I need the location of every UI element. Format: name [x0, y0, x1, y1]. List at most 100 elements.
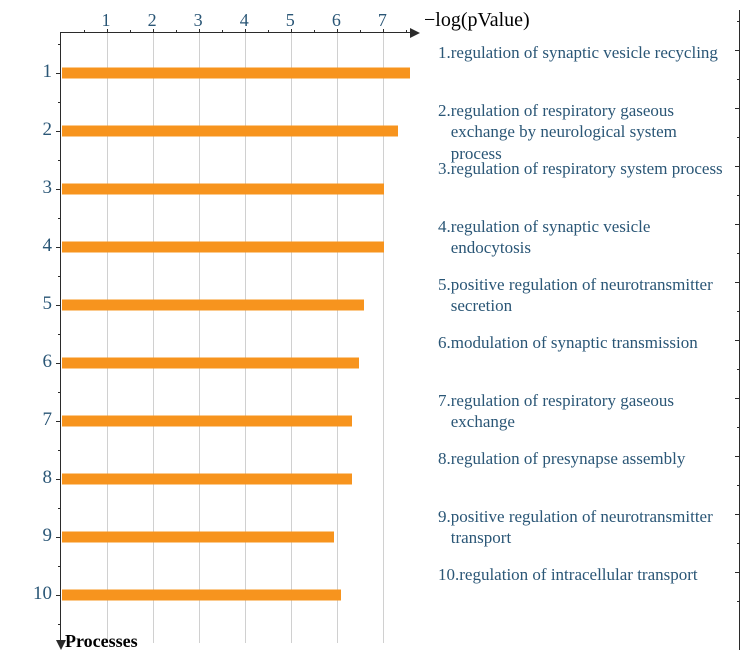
- legend-item-number: 8.: [438, 448, 451, 469]
- legend-item-number: 10.: [438, 564, 459, 585]
- legend-item-number: 4.: [438, 216, 451, 259]
- y-category-label: 1: [10, 61, 52, 83]
- legend-minor-tick: [737, 427, 740, 428]
- y-minor-tick: [58, 160, 61, 161]
- bar: [62, 590, 341, 601]
- figure: Processes 1234567−log(pValue)12345678910…: [10, 10, 740, 650]
- legend-axis-line: [739, 10, 741, 650]
- x-gridline: [337, 33, 338, 643]
- y-tick-mark: [56, 479, 61, 480]
- legend-tick-mark: [735, 224, 740, 225]
- y-minor-tick: [58, 276, 61, 277]
- legend-item: 10.regulation of intracellular transport: [438, 564, 728, 585]
- x-minor-tick: [130, 30, 131, 33]
- x-gridline: [245, 33, 246, 643]
- legend-tick-mark: [735, 282, 740, 283]
- y-category-label: 8: [10, 467, 52, 489]
- legend-item-number: 1.: [438, 42, 451, 63]
- y-tick-mark: [56, 537, 61, 538]
- y-minor-tick: [58, 450, 61, 451]
- y-tick-mark: [56, 595, 61, 596]
- legend-minor-tick: [737, 79, 740, 80]
- legend-item: 1.regulation of synaptic vesicle recycli…: [438, 42, 728, 63]
- x-minor-tick: [406, 30, 407, 33]
- legend-item: 8.regulation of presynapse assembly: [438, 448, 728, 469]
- y-tick-mark: [56, 189, 61, 190]
- bar: [62, 416, 352, 427]
- y-minor-tick: [58, 624, 61, 625]
- x-tick-label: 2: [148, 10, 157, 31]
- y-minor-tick: [58, 392, 61, 393]
- legend-item-label: positive regulation of neurotransmitter …: [451, 274, 728, 317]
- bar: [62, 184, 384, 195]
- y-minor-tick: [58, 102, 61, 103]
- legend-item-number: 9.: [438, 506, 451, 549]
- legend-item-label: modulation of synaptic transmission: [451, 332, 698, 353]
- x-tick-label: 7: [378, 10, 387, 31]
- legend-tick-mark: [735, 166, 740, 167]
- legend-item: 4.regulation of synaptic vesicle endocyt…: [438, 216, 728, 259]
- y-tick-mark: [56, 363, 61, 364]
- bar: [62, 126, 398, 137]
- y-tick-mark: [56, 131, 61, 132]
- y-category-label: 10: [10, 583, 52, 605]
- x-gridline: [199, 33, 200, 643]
- x-minor-tick: [176, 30, 177, 33]
- legend-minor-tick: [737, 543, 740, 544]
- legend-tick-mark: [735, 50, 740, 51]
- plot-region: [60, 32, 411, 643]
- legend-item-label: regulation of synaptic vesicle endocytos…: [451, 216, 728, 259]
- x-gridline: [153, 33, 154, 643]
- y-category-label: 5: [10, 293, 52, 315]
- y-minor-tick: [58, 218, 61, 219]
- legend-item: 9.positive regulation of neurotransmitte…: [438, 506, 728, 549]
- y-tick-mark: [56, 247, 61, 248]
- legend-item-number: 2.: [438, 100, 451, 164]
- legend-item: 2.regulation of respiratory gaseous exch…: [438, 100, 728, 164]
- legend-tick-mark: [735, 398, 740, 399]
- legend-item: 7.regulation of respiratory gaseous exch…: [438, 390, 728, 433]
- x-gridline: [107, 33, 108, 643]
- x-minor-tick: [314, 30, 315, 33]
- legend-item-label: regulation of synaptic vesicle recycling: [451, 42, 718, 63]
- chart-area: Processes 1234567−log(pValue)12345678910: [10, 10, 430, 650]
- legend-minor-tick: [737, 21, 740, 22]
- y-axis-title: Processes: [65, 631, 138, 652]
- legend-item-number: 7.: [438, 390, 451, 433]
- y-category-label: 4: [10, 235, 52, 257]
- y-category-label: 7: [10, 409, 52, 431]
- x-axis-arrow: [410, 28, 420, 38]
- legend-item-label: positive regulation of neurotransmitter …: [451, 506, 728, 549]
- bar: [62, 532, 334, 543]
- x-minor-tick: [84, 30, 85, 33]
- bar: [62, 474, 352, 485]
- x-tick-label: 4: [240, 10, 249, 31]
- y-minor-tick: [58, 508, 61, 509]
- y-minor-tick: [58, 44, 61, 45]
- legend-item-number: 3.: [438, 158, 451, 179]
- y-tick-mark: [56, 73, 61, 74]
- x-tick-label: 6: [332, 10, 341, 31]
- y-tick-mark: [56, 421, 61, 422]
- legend-tick-mark: [735, 456, 740, 457]
- y-category-label: 6: [10, 351, 52, 373]
- bar: [62, 358, 359, 369]
- legend-minor-tick: [737, 137, 740, 138]
- bar: [62, 242, 384, 253]
- legend-item-number: 5.: [438, 274, 451, 317]
- legend-item-label: regulation of respiratory system process: [451, 158, 723, 179]
- x-minor-tick: [222, 30, 223, 33]
- legend: 1.regulation of synaptic vesicle recycli…: [430, 10, 740, 650]
- bar: [62, 68, 410, 79]
- y-axis-arrow: [56, 640, 66, 650]
- y-minor-tick: [58, 334, 61, 335]
- y-category-label: 2: [10, 119, 52, 141]
- legend-item-label: regulation of respiratory gaseous exchan…: [451, 390, 728, 433]
- legend-minor-tick: [737, 195, 740, 196]
- legend-item-label: regulation of respiratory gaseous exchan…: [451, 100, 728, 164]
- x-tick-label: 1: [102, 10, 111, 31]
- legend-tick-mark: [735, 572, 740, 573]
- legend-minor-tick: [737, 253, 740, 254]
- legend-minor-tick: [737, 601, 740, 602]
- x-minor-tick: [360, 30, 361, 33]
